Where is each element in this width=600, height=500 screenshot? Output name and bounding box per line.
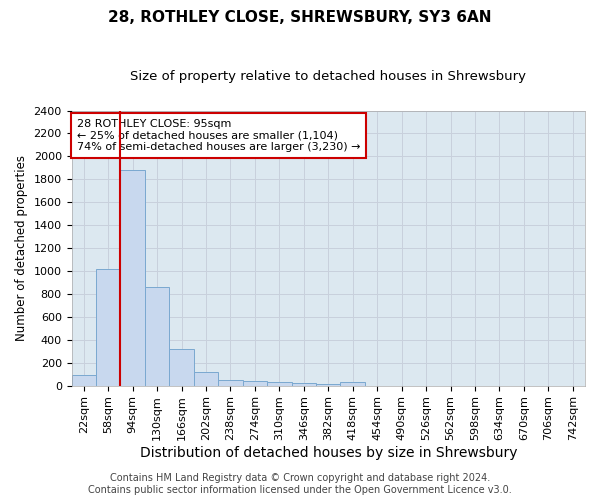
- Bar: [169, 349, 194, 386]
- Bar: [194, 372, 218, 386]
- Bar: [292, 384, 316, 386]
- Text: Contains HM Land Registry data © Crown copyright and database right 2024.
Contai: Contains HM Land Registry data © Crown c…: [88, 474, 512, 495]
- Bar: [267, 382, 292, 386]
- Bar: [218, 380, 242, 386]
- Text: 28, ROTHLEY CLOSE, SHREWSBURY, SY3 6AN: 28, ROTHLEY CLOSE, SHREWSBURY, SY3 6AN: [108, 10, 492, 25]
- Bar: [121, 170, 145, 386]
- Bar: [71, 376, 96, 386]
- Bar: [96, 268, 121, 386]
- Text: 28 ROTHLEY CLOSE: 95sqm
← 25% of detached houses are smaller (1,104)
74% of semi: 28 ROTHLEY CLOSE: 95sqm ← 25% of detache…: [77, 119, 360, 152]
- Bar: [242, 381, 267, 386]
- Title: Size of property relative to detached houses in Shrewsbury: Size of property relative to detached ho…: [130, 70, 526, 83]
- Bar: [316, 384, 340, 386]
- Bar: [145, 287, 169, 386]
- X-axis label: Distribution of detached houses by size in Shrewsbury: Distribution of detached houses by size …: [140, 446, 517, 460]
- Y-axis label: Number of detached properties: Number of detached properties: [15, 155, 28, 341]
- Bar: [340, 382, 365, 386]
